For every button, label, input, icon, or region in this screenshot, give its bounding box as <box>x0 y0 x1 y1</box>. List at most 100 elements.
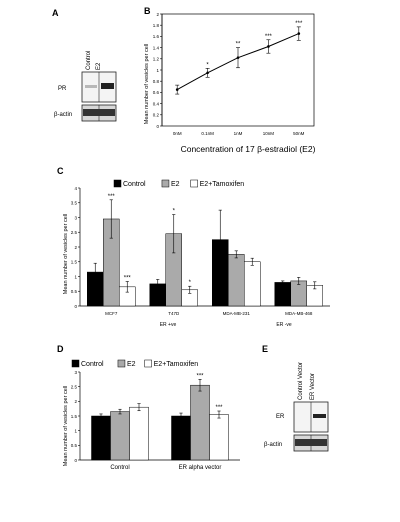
panel-e-blot: Control Vector ER Vector ER β-actin <box>264 362 329 452</box>
significance-label: *** <box>108 194 116 200</box>
pr-band-control <box>85 85 97 88</box>
y-tick-label: 3.5 <box>71 201 78 206</box>
panel-e-letter: E <box>262 344 269 354</box>
bar <box>110 411 130 461</box>
data-point <box>297 32 301 35</box>
panel-b-letter: B <box>144 6 151 16</box>
data-point <box>236 56 240 59</box>
lane-label: Control <box>86 51 92 70</box>
y-tick-label: 0 <box>156 124 159 129</box>
bar <box>228 254 245 307</box>
y-tick-label: 0.8 <box>153 79 160 84</box>
x-category-label: MDA-MB-468 <box>285 311 313 316</box>
y-tick-label: 2 <box>74 245 77 250</box>
chart-c-ylabel: Mean number of vesicles per cell <box>63 214 69 294</box>
chart-d-ylabel: Mean number of vesicles per cell <box>63 386 69 466</box>
group-label-er-pos: ER +ve <box>160 322 177 328</box>
actin-row-label: β-actin <box>54 112 72 118</box>
legend-label: E2 <box>127 361 136 368</box>
y-tick-label: 1.6 <box>153 34 160 39</box>
x-tick-label: 0nM <box>173 131 182 136</box>
panel-a-blot: Control E2 PR β-actin <box>54 51 117 122</box>
x-category-label: ER alpha vector <box>179 465 222 471</box>
legend-swatch <box>144 359 152 368</box>
chart-b-xlabel: Concentration of 17 β-estradiol (E2) <box>181 144 316 154</box>
y-tick-label: 1 <box>156 68 159 73</box>
y-tick-label: 1.2 <box>153 57 160 62</box>
y-tick-label: 0.5 <box>71 289 78 294</box>
significance-label: * <box>189 280 192 286</box>
bar <box>129 406 149 461</box>
plot-frame <box>161 13 315 127</box>
significance-label: *** <box>265 34 273 40</box>
x-tick-label: 1nM <box>234 131 243 136</box>
pr-band-e2 <box>101 83 114 89</box>
x-tick-label: 10nM <box>263 131 275 136</box>
er-band-vector <box>313 414 326 418</box>
y-tick-label: 0.2 <box>153 113 160 118</box>
y-tick-label: 0 <box>74 458 77 463</box>
bar <box>91 415 111 461</box>
y-tick-label: 1.4 <box>153 45 160 50</box>
y-tick-label: 2.5 <box>71 384 78 389</box>
legend-label: E2 <box>171 181 180 188</box>
er-row-label: ER <box>276 414 285 420</box>
y-tick-label: 0 <box>74 304 77 309</box>
bar <box>244 261 261 307</box>
y-tick-label: 3 <box>74 215 77 220</box>
y-tick-label: 0.5 <box>71 443 78 448</box>
panel-c-chart: Mean number of vesicles per cell ER +ve … <box>63 179 330 328</box>
actin-band <box>295 439 327 446</box>
legend-swatch <box>71 359 80 368</box>
actin-row-label: β-actin <box>264 442 282 448</box>
significance-label: ** <box>236 42 241 48</box>
significance-label: *** <box>124 276 132 282</box>
data-point <box>267 45 270 48</box>
panel-b-chart: Mean number of vesicles per cell Concent… <box>144 12 316 154</box>
panel-d-chart: Mean number of vesicles per cell 0 0.5 1 1.… <box>63 359 240 471</box>
actin-band <box>83 109 115 116</box>
y-tick-label: 4 <box>74 186 77 191</box>
lane-label: Control Vector <box>298 362 304 400</box>
y-tick-label: 2 <box>156 12 159 17</box>
bar <box>171 415 191 461</box>
significance-label: * <box>206 62 209 68</box>
legend-label: E2+Tamoxifen <box>154 361 199 368</box>
y-tick-label: 0.4 <box>153 101 160 106</box>
y-tick-label: 1.8 <box>153 23 160 28</box>
panel-d-letter: D <box>57 344 64 354</box>
y-tick-label: 1 <box>74 428 77 433</box>
significance-label: *** <box>196 373 204 379</box>
data-point <box>206 71 209 75</box>
y-tick-label: 1 <box>74 274 77 279</box>
legend-label: Control <box>123 181 146 188</box>
x-category-label: MCF7 <box>105 311 118 316</box>
y-tick-label: 2.5 <box>71 230 78 235</box>
x-category-label: MDA-MB-231 <box>223 311 251 316</box>
pr-row-label: PR <box>58 86 67 92</box>
legend-label: Control <box>81 361 104 368</box>
panel-c-letter: C <box>57 166 64 176</box>
significance-label: *** <box>215 405 223 411</box>
y-tick-label: 1.5 <box>71 260 78 265</box>
lane-label: E2 <box>96 62 102 70</box>
data-point <box>175 88 179 91</box>
significance-label: *** <box>295 21 303 27</box>
x-tick-label: 0.1nM <box>201 131 214 136</box>
legend-swatch <box>161 179 170 188</box>
panel-a-letter: A <box>52 8 59 18</box>
legend-swatch <box>190 179 198 188</box>
lane-label: ER Vector <box>310 373 316 400</box>
legend-swatch <box>113 179 122 188</box>
significance-label: * <box>173 209 176 215</box>
x-category-label: Control <box>110 465 129 471</box>
y-tick-label: 1.5 <box>71 414 78 419</box>
x-tick-label: 50nM <box>293 131 305 136</box>
y-tick-label: 2 <box>74 399 77 404</box>
legend-label: E2+Tamoxifen <box>200 181 245 188</box>
x-category-label: T47D <box>168 311 180 316</box>
chart-b-ylabel: Mean number of vesicles per cell <box>144 44 150 124</box>
y-tick-label: 3 <box>74 370 77 375</box>
legend-swatch <box>117 359 126 368</box>
bar <box>190 384 210 461</box>
